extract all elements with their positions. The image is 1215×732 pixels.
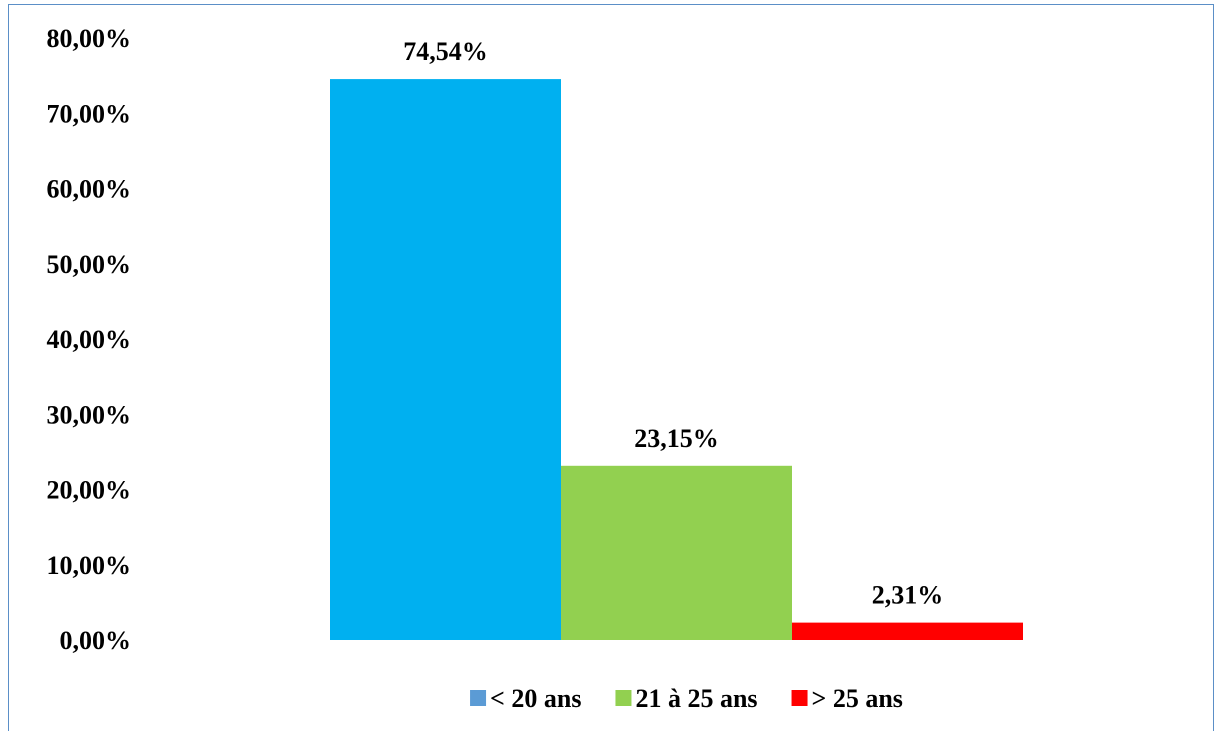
y-tick-label: 30,00% bbox=[47, 400, 132, 429]
y-axis-ticks: 80,00% 70,00% 60,00% 50,00% 40,00% 30,00% 20,0… bbox=[47, 24, 132, 655]
y-tick-label: 20,00% bbox=[47, 476, 132, 505]
bar-value-label: 23,15% bbox=[634, 424, 719, 453]
legend-label: < 20 ans bbox=[490, 684, 581, 713]
bar-value-label: 2,31% bbox=[872, 581, 944, 610]
bar bbox=[561, 465, 792, 640]
data-labels: 74,54% 23,15% 2,31% bbox=[403, 37, 943, 610]
bar bbox=[330, 79, 561, 641]
legend-label: > 25 ans bbox=[812, 684, 903, 713]
y-tick-label: 50,00% bbox=[47, 250, 132, 279]
legend-label: 21 à 25 ans bbox=[635, 684, 757, 713]
bars bbox=[330, 79, 1023, 641]
y-tick-label: 0,00% bbox=[60, 626, 132, 655]
y-tick-label: 60,00% bbox=[47, 175, 132, 204]
bar-value-label: 74,54% bbox=[403, 37, 488, 66]
y-tick-label: 10,00% bbox=[47, 551, 132, 580]
y-tick-label: 80,00% bbox=[47, 24, 132, 53]
y-tick-label: 40,00% bbox=[47, 325, 132, 354]
y-tick-label: 70,00% bbox=[47, 99, 132, 128]
legend-swatch bbox=[470, 690, 487, 706]
chart-frame bbox=[8, 4, 1214, 731]
legend-swatch bbox=[791, 690, 808, 706]
legend: < 20 ans 21 à 25 ans > 25 ans bbox=[470, 684, 903, 713]
bar bbox=[792, 622, 1023, 640]
legend-swatch bbox=[615, 690, 632, 706]
